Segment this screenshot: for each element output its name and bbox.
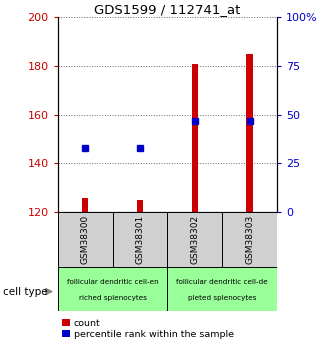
Title: GDS1599 / 112741_at: GDS1599 / 112741_at: [94, 3, 241, 16]
Bar: [247, 54, 253, 212]
Bar: [113, 212, 168, 267]
Bar: [192, 63, 198, 212]
Text: follicular dendritic cell-en: follicular dendritic cell-en: [67, 279, 158, 285]
Text: riched splenocytes: riched splenocytes: [79, 295, 147, 302]
Text: pleted splenocytes: pleted splenocytes: [188, 295, 257, 302]
Bar: [58, 212, 113, 267]
Text: GSM38300: GSM38300: [81, 215, 90, 264]
Text: GSM38301: GSM38301: [136, 215, 145, 264]
Bar: [168, 212, 222, 267]
Text: GSM38302: GSM38302: [190, 215, 199, 264]
Bar: [137, 200, 143, 212]
Legend: count, percentile rank within the sample: count, percentile rank within the sample: [62, 319, 234, 339]
Bar: [222, 212, 277, 267]
Bar: [168, 267, 277, 310]
Text: GSM38303: GSM38303: [245, 215, 254, 264]
Text: cell type: cell type: [3, 287, 48, 296]
Bar: [58, 267, 168, 310]
Text: follicular dendritic cell-de: follicular dendritic cell-de: [177, 279, 268, 285]
Bar: [82, 198, 88, 212]
